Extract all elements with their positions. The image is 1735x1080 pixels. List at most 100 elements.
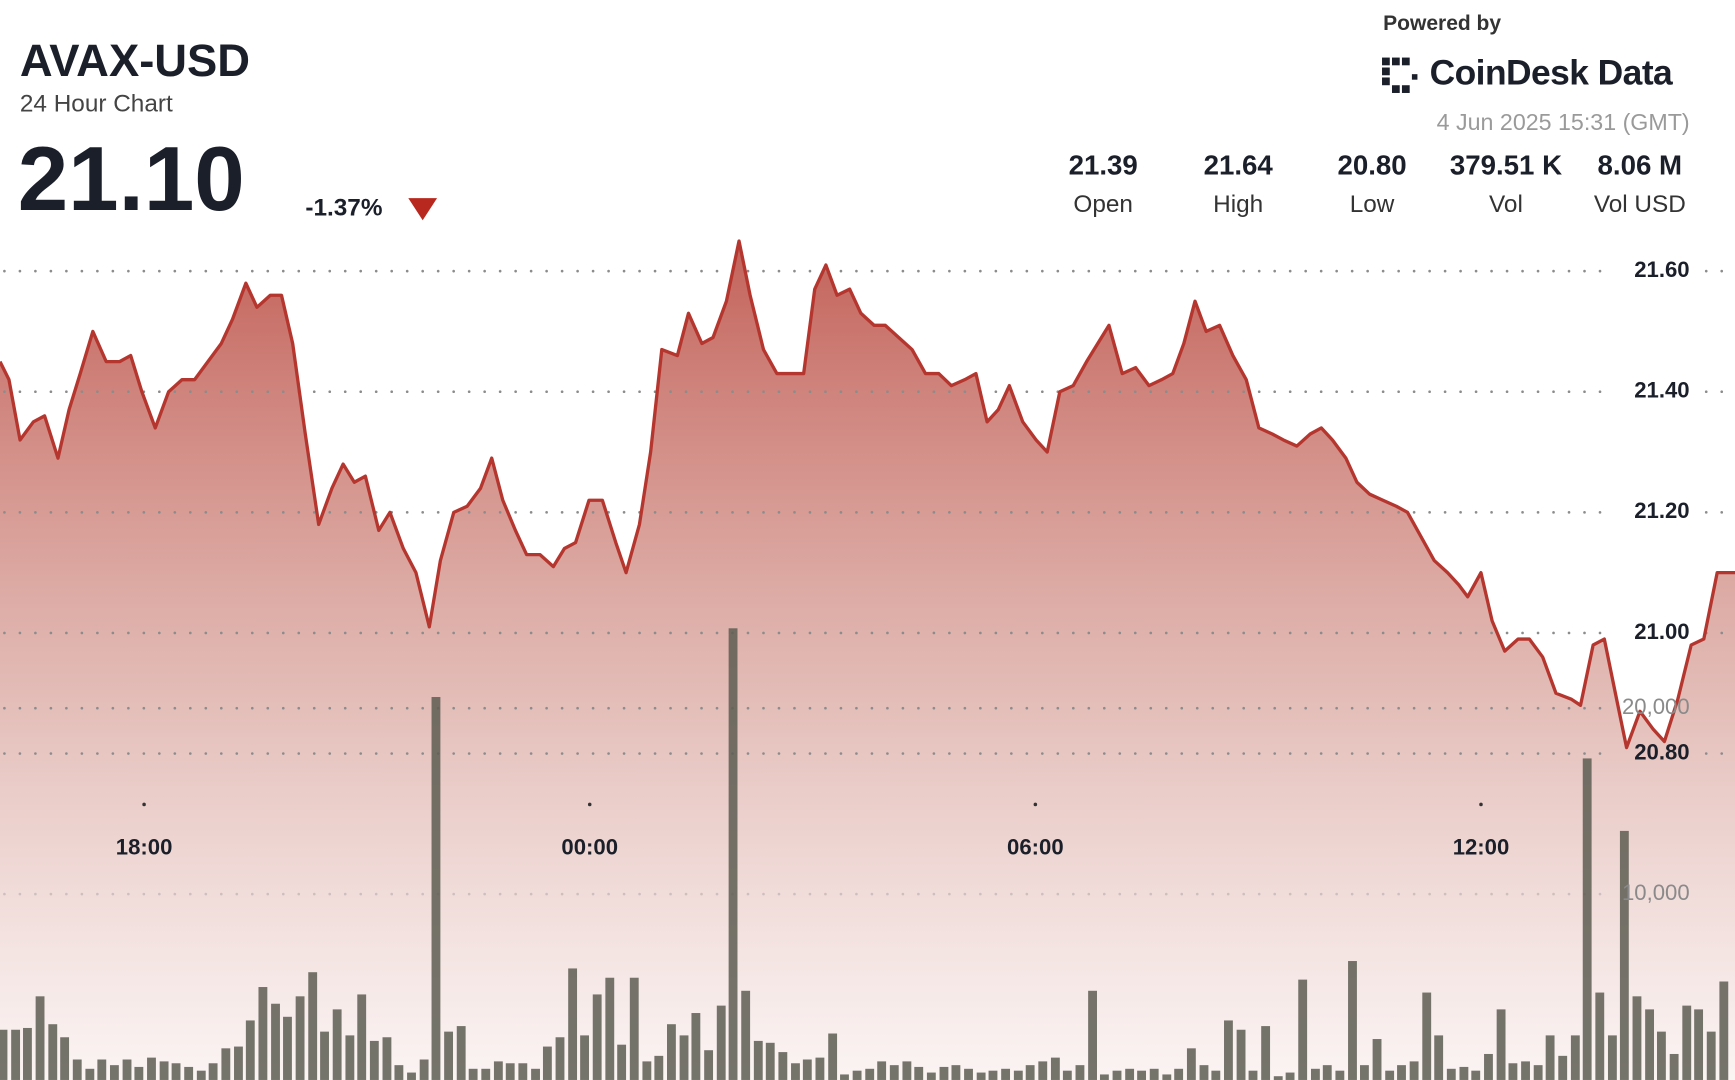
volume-bar [753, 1040, 763, 1080]
volume-bar [914, 1066, 924, 1080]
volume-bar [926, 1072, 936, 1080]
volume-bar [605, 977, 615, 1080]
volume-bar [865, 1068, 875, 1080]
stat-label: Open [1073, 191, 1133, 218]
x-tick-mark [1033, 802, 1038, 807]
volume-bar [716, 1005, 726, 1080]
price-line [0, 239, 1735, 750]
volume-bar [765, 1042, 775, 1080]
stat-label: Low [1350, 191, 1395, 218]
volume-bar [1645, 1009, 1655, 1080]
volume-bar [109, 1065, 119, 1080]
brand-icon [1382, 57, 1418, 93]
volume-bar [97, 1059, 107, 1080]
brand: CoinDesk Data [1430, 53, 1673, 93]
volume-bar [964, 1068, 973, 1080]
volume-bar [1533, 1065, 1543, 1080]
volume-bar [592, 994, 602, 1080]
volume-bar [976, 1072, 986, 1080]
volume-bar [852, 1070, 862, 1080]
volume-bar [271, 1003, 280, 1080]
stat-value: 8.06 M [1598, 149, 1683, 180]
price: 21.10 [18, 129, 245, 230]
volume-bar [48, 1024, 58, 1080]
volume-bar [456, 1026, 466, 1080]
volume-bar [221, 1048, 231, 1080]
x-tick-label: 00:00 [561, 835, 618, 860]
x-tick-label: 12:00 [1453, 835, 1510, 860]
volume-bar [1335, 1070, 1345, 1080]
volume-bar [1558, 1055, 1568, 1080]
stat-value: 20.80 [1337, 149, 1406, 180]
volume-bar [667, 1024, 676, 1080]
volume-bar [1199, 1065, 1209, 1080]
volume-bar [778, 1052, 788, 1080]
stat-value: 21.39 [1069, 149, 1138, 180]
y-tick-label: 21.00 [1634, 619, 1689, 644]
volume-bar [1038, 1061, 1048, 1080]
volume-bar [1211, 1070, 1221, 1080]
title: AVAX-USD [20, 35, 250, 86]
volume-bar [444, 1031, 454, 1080]
volume-bar [1298, 979, 1308, 1080]
x-tick-mark [1479, 802, 1483, 807]
volume-bar [320, 1031, 329, 1080]
volume-bar [369, 1040, 379, 1080]
volume-bar [23, 1027, 32, 1080]
volume-bar [85, 1068, 95, 1080]
volume-bar [1521, 1061, 1530, 1080]
volume-bar [1248, 1070, 1258, 1080]
volume-bar [308, 972, 318, 1080]
volume-bar [1719, 981, 1729, 1080]
volume-bar [840, 1074, 849, 1080]
volume-bar [704, 1050, 714, 1080]
volume-bar [0, 1029, 8, 1080]
volume-bar [258, 987, 268, 1080]
volume-bar [1545, 1035, 1555, 1080]
x-tick-mark [587, 802, 592, 807]
volume-bar [629, 977, 639, 1080]
volume-bar [1348, 961, 1357, 1080]
volume-bar [332, 1009, 342, 1080]
volume-bar [1385, 1070, 1395, 1080]
volume-bar [159, 1061, 169, 1080]
volume-bar [542, 1046, 552, 1080]
volume-bar [1632, 996, 1642, 1080]
volume-bar [283, 1016, 292, 1080]
volume-bar [1310, 1068, 1320, 1080]
change: -1.37% [305, 195, 382, 222]
volume-bar [1075, 1065, 1085, 1080]
price-area [0, 241, 1735, 1080]
volume-bar [555, 1037, 565, 1080]
volume-bar [1669, 1053, 1679, 1080]
stat-label: Vol [1489, 191, 1523, 218]
x-tick-label: 06:00 [1007, 835, 1064, 860]
volume-bar [1360, 1065, 1369, 1080]
volume-bar [1224, 1020, 1233, 1080]
volume-bar [1162, 1074, 1172, 1080]
volume-bar [1682, 1005, 1692, 1080]
volume-bar [72, 1059, 82, 1080]
volume-bar [580, 1035, 589, 1080]
volume-bar [1236, 1029, 1246, 1080]
volume-bar [1582, 758, 1592, 1080]
volume-bar [1397, 1065, 1406, 1080]
volume-bar [1484, 1053, 1493, 1080]
volume-bar [1088, 990, 1097, 1080]
plot: 10,000 20,000 21.60 21.40 21.20 21.00 20.80 18:… [0, 239, 1735, 1080]
volume-bar [1149, 1068, 1159, 1080]
volume-bar [679, 1035, 689, 1080]
volume-bar [1001, 1068, 1011, 1080]
volume-bar [245, 1020, 255, 1080]
volume-bar [802, 1059, 812, 1080]
volume-bar [345, 1035, 355, 1080]
subtitle: 24 Hour Chart [20, 91, 173, 118]
y-tick-label: 21.60 [1634, 257, 1689, 282]
volume-bar [1137, 1070, 1147, 1080]
volume-bar [617, 1044, 627, 1080]
volume-bar [642, 1061, 652, 1080]
volume-bar [295, 996, 305, 1080]
stat-value: 379.51 K [1450, 149, 1562, 180]
volume-bar [1186, 1048, 1196, 1080]
